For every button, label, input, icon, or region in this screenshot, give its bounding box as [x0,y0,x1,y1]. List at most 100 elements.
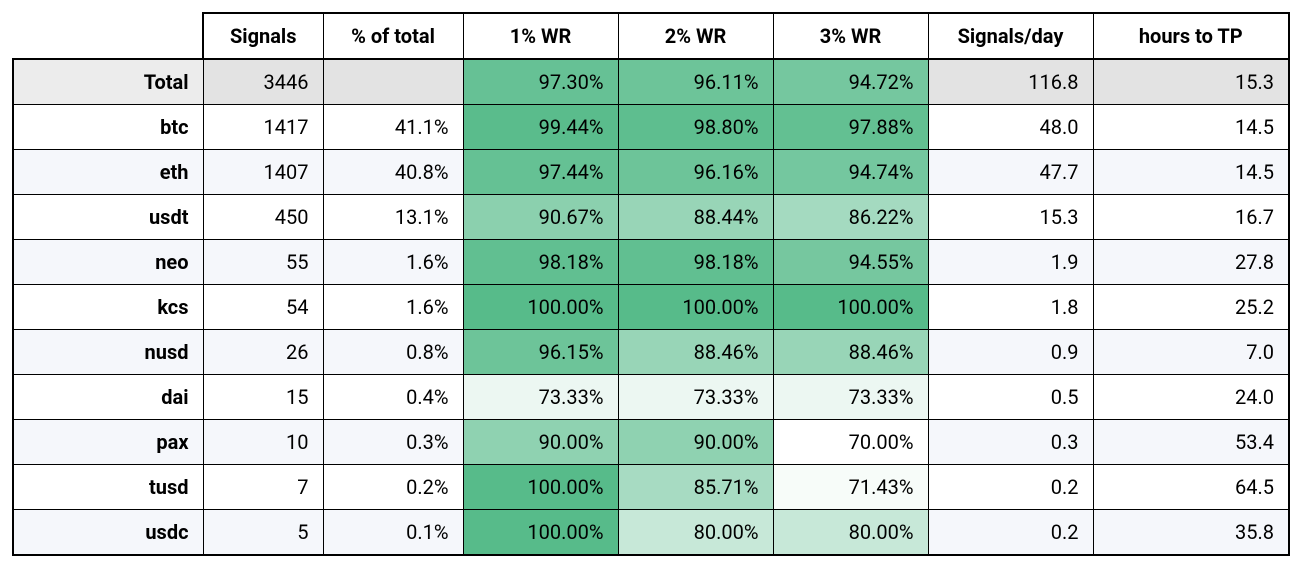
cell-pct_of_total [323,59,463,105]
table-row: neo551.6%98.18%98.18%94.55%1.927.8 [13,240,1289,285]
cell-hours_to_tp: 64.5 [1093,465,1289,510]
col-hours-tp: hours to TP [1093,13,1289,59]
cell-wr2: 98.18% [618,240,773,285]
header-corner [13,13,203,59]
cell-signals_per_day: 0.2 [928,510,1093,556]
cell-pct_of_total: 0.1% [323,510,463,556]
cell-signals: 55 [203,240,323,285]
col-wr1: 1% WR [463,13,618,59]
cell-wr2: 85.71% [618,465,773,510]
table-row: btc141741.1%99.44%98.80%97.88%48.014.5 [13,105,1289,150]
cell-pct_of_total: 13.1% [323,195,463,240]
cell-signals: 1407 [203,150,323,195]
row-label: neo [13,240,203,285]
cell-hours_to_tp: 16.7 [1093,195,1289,240]
row-label: pax [13,420,203,465]
col-pct: % of total [323,13,463,59]
cell-hours_to_tp: 15.3 [1093,59,1289,105]
table-row: eth140740.8%97.44%96.16%94.74%47.714.5 [13,150,1289,195]
cell-wr2: 90.00% [618,420,773,465]
table-row: dai150.4%73.33%73.33%73.33%0.524.0 [13,375,1289,420]
cell-signals: 15 [203,375,323,420]
cell-pct_of_total: 0.3% [323,420,463,465]
cell-hours_to_tp: 27.8 [1093,240,1289,285]
cell-wr2: 96.11% [618,59,773,105]
cell-wr1: 99.44% [463,105,618,150]
cell-signals: 3446 [203,59,323,105]
table-row: pax100.3%90.00%90.00%70.00%0.353.4 [13,420,1289,465]
cell-signals_per_day: 0.9 [928,330,1093,375]
cell-pct_of_total: 40.8% [323,150,463,195]
signals-table: Signals % of total 1% WR 2% WR 3% WR Sig… [12,12,1290,556]
cell-signals: 5 [203,510,323,556]
cell-wr2: 80.00% [618,510,773,556]
col-wr3: 3% WR [773,13,928,59]
cell-signals: 7 [203,465,323,510]
cell-wr3: 88.46% [773,330,928,375]
cell-pct_of_total: 0.2% [323,465,463,510]
cell-signals: 54 [203,285,323,330]
cell-pct_of_total: 0.4% [323,375,463,420]
cell-pct_of_total: 41.1% [323,105,463,150]
row-label: Total [13,59,203,105]
cell-wr2: 98.80% [618,105,773,150]
cell-wr3: 73.33% [773,375,928,420]
row-label: nusd [13,330,203,375]
col-signals-day: Signals/day [928,13,1093,59]
cell-hours_to_tp: 53.4 [1093,420,1289,465]
cell-wr1: 98.18% [463,240,618,285]
cell-wr3: 94.74% [773,150,928,195]
cell-signals_per_day: 0.3 [928,420,1093,465]
table-row: usdc50.1%100.00%80.00%80.00%0.235.8 [13,510,1289,556]
cell-wr1: 97.30% [463,59,618,105]
cell-wr2: 88.46% [618,330,773,375]
row-label: tusd [13,465,203,510]
row-label: eth [13,150,203,195]
cell-wr3: 71.43% [773,465,928,510]
cell-wr2: 88.44% [618,195,773,240]
cell-wr1: 90.00% [463,420,618,465]
cell-signals: 1417 [203,105,323,150]
cell-wr1: 97.44% [463,150,618,195]
cell-signals_per_day: 116.8 [928,59,1093,105]
header-row: Signals % of total 1% WR 2% WR 3% WR Sig… [13,13,1289,59]
row-label: kcs [13,285,203,330]
cell-hours_to_tp: 25.2 [1093,285,1289,330]
cell-signals: 10 [203,420,323,465]
cell-wr2: 96.16% [618,150,773,195]
row-label: dai [13,375,203,420]
table-row: usdt45013.1%90.67%88.44%86.22%15.316.7 [13,195,1289,240]
cell-wr3: 86.22% [773,195,928,240]
cell-wr3: 100.00% [773,285,928,330]
cell-hours_to_tp: 7.0 [1093,330,1289,375]
table-row: kcs541.6%100.00%100.00%100.00%1.825.2 [13,285,1289,330]
cell-pct_of_total: 0.8% [323,330,463,375]
col-signals: Signals [203,13,323,59]
cell-signals_per_day: 48.0 [928,105,1093,150]
row-label: usdc [13,510,203,556]
cell-wr3: 97.88% [773,105,928,150]
cell-hours_to_tp: 14.5 [1093,105,1289,150]
cell-hours_to_tp: 35.8 [1093,510,1289,556]
cell-hours_to_tp: 14.5 [1093,150,1289,195]
cell-signals_per_day: 0.2 [928,465,1093,510]
cell-wr3: 70.00% [773,420,928,465]
cell-signals_per_day: 1.8 [928,285,1093,330]
cell-wr3: 80.00% [773,510,928,556]
cell-pct_of_total: 1.6% [323,285,463,330]
cell-wr1: 100.00% [463,510,618,556]
cell-signals: 26 [203,330,323,375]
cell-signals_per_day: 0.5 [928,375,1093,420]
cell-signals_per_day: 1.9 [928,240,1093,285]
cell-wr3: 94.55% [773,240,928,285]
cell-hours_to_tp: 24.0 [1093,375,1289,420]
cell-wr1: 96.15% [463,330,618,375]
table-row: nusd260.8%96.15%88.46%88.46%0.97.0 [13,330,1289,375]
cell-signals_per_day: 47.7 [928,150,1093,195]
cell-wr2: 73.33% [618,375,773,420]
cell-wr1: 73.33% [463,375,618,420]
cell-wr2: 100.00% [618,285,773,330]
cell-signals: 450 [203,195,323,240]
cell-wr1: 100.00% [463,465,618,510]
table-row-total: Total344697.30%96.11%94.72%116.815.3 [13,59,1289,105]
